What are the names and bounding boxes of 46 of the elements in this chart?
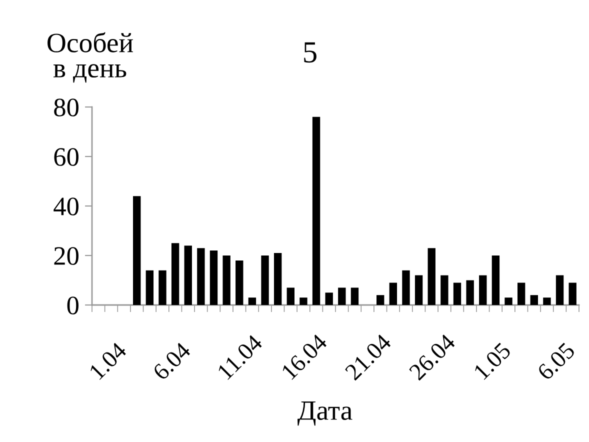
y-tick-label: 0 bbox=[67, 296, 78, 314]
bar bbox=[146, 270, 154, 305]
bar bbox=[158, 270, 166, 305]
bar bbox=[338, 288, 346, 305]
bar bbox=[492, 256, 500, 305]
y-tick-label: 20 bbox=[54, 247, 78, 265]
x-tick-label: 1.04 bbox=[88, 341, 128, 380]
x-tick-label: 6.04 bbox=[152, 341, 192, 381]
y-tick-label: 80 bbox=[54, 98, 78, 116]
bar bbox=[428, 248, 436, 305]
bar bbox=[543, 298, 551, 305]
bar bbox=[440, 275, 448, 305]
x-tick-label: 1.05 bbox=[473, 342, 512, 380]
bar bbox=[556, 275, 564, 305]
y-tick-label: 40 bbox=[54, 198, 78, 216]
bar bbox=[248, 298, 256, 305]
y-axis-title: Особей в день bbox=[48, 32, 133, 83]
bar bbox=[184, 246, 192, 305]
bar bbox=[274, 253, 282, 305]
bar bbox=[171, 243, 180, 305]
bar bbox=[261, 256, 269, 305]
bar bbox=[210, 250, 218, 305]
bar bbox=[479, 275, 487, 305]
bar bbox=[453, 282, 462, 305]
bar bbox=[312, 116, 320, 305]
bar bbox=[236, 260, 244, 305]
x-axis-title: Дата bbox=[298, 401, 352, 426]
bar bbox=[325, 292, 333, 305]
bar bbox=[389, 282, 398, 305]
chart-title: 5 bbox=[304, 42, 316, 63]
bar bbox=[350, 288, 359, 305]
bar bbox=[414, 275, 423, 305]
bar bbox=[286, 288, 294, 305]
bar bbox=[466, 280, 474, 305]
bar bbox=[568, 282, 576, 305]
bar bbox=[376, 295, 384, 305]
y-tick-label: 60 bbox=[54, 148, 78, 166]
bar bbox=[517, 282, 526, 305]
bar bbox=[300, 298, 308, 305]
bar bbox=[530, 295, 538, 305]
bar bbox=[197, 248, 205, 305]
bar bbox=[504, 298, 512, 305]
bar bbox=[222, 256, 230, 305]
x-tick-label: 6.05 bbox=[536, 342, 576, 381]
bar bbox=[133, 196, 141, 305]
bar bbox=[402, 270, 410, 305]
